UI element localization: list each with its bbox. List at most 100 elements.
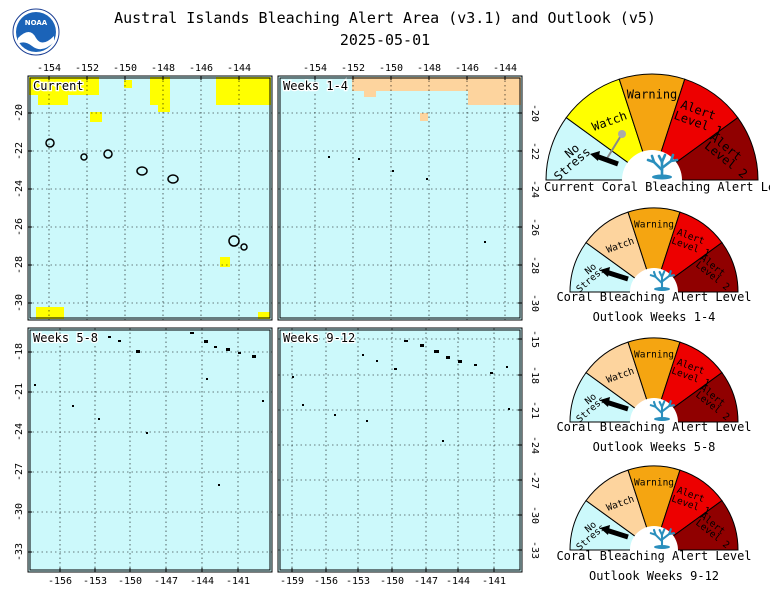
coral-branch xyxy=(660,528,666,536)
map-weeks-1-4-watch-areas xyxy=(352,77,521,121)
coral-base xyxy=(654,287,670,291)
map-x-tick-label: -150 xyxy=(379,63,403,74)
map-y-tick-label: -28 xyxy=(529,256,540,274)
map-y-tick-label: -33 xyxy=(529,541,540,559)
gauge-weeks-1-4-caption-1: Coral Bleaching Alert Level xyxy=(556,290,752,304)
gauge-sector-alert-level-2 xyxy=(652,499,739,551)
gauge-needle xyxy=(605,399,629,412)
page-date: 2025-05-01 xyxy=(339,31,431,49)
map-weeks-5-8-overlay: -156 -153 -150 -147 -144 -141 -18 -21 -24 -27 -30 -… xyxy=(14,328,272,587)
gauge-needle xyxy=(605,527,629,540)
map-current-islands xyxy=(45,138,248,251)
gauge-label-warning: Warning xyxy=(634,219,674,230)
coral-icon xyxy=(646,153,679,180)
watch-area xyxy=(216,77,271,105)
gauge-sector-alert-level-2 xyxy=(652,371,739,423)
map-x-tick-label: -148 xyxy=(417,63,441,74)
map-y-tick-label: -15 xyxy=(529,330,540,348)
gauge-sector-alert-level-2 xyxy=(652,241,739,293)
island-dot xyxy=(328,156,330,158)
map-x-tick-label: -150 xyxy=(380,576,404,587)
coral-branch xyxy=(660,400,666,408)
island-dot xyxy=(442,440,444,442)
island-dot xyxy=(334,414,336,416)
map-current-overlay: -154 -152 -150 -148 -146 -144 -20 -22 -24 -26 -28 -… xyxy=(14,63,272,320)
coral-icon xyxy=(649,270,676,291)
gauge-label-warning: Warning xyxy=(627,88,678,102)
map-panel-weeks-1-4 xyxy=(277,75,523,321)
island-dot xyxy=(302,404,304,406)
island-dot xyxy=(434,350,439,353)
island-dot xyxy=(404,340,408,342)
watch-area xyxy=(258,312,270,319)
coral-icon xyxy=(649,400,676,421)
noaa-logo: NOAA xyxy=(12,8,60,56)
coral-base xyxy=(654,417,670,421)
map-x-tick-label: -150 xyxy=(118,576,142,587)
map-x-tick-label: -150 xyxy=(113,63,137,74)
noaa-logo-text: NOAA xyxy=(25,19,48,27)
gauge-sector-alert-level-2 xyxy=(650,116,759,181)
island-dot xyxy=(136,350,140,353)
island-dot xyxy=(366,420,368,422)
coral-branch xyxy=(669,158,679,163)
island-dot xyxy=(108,336,111,338)
map-x-tick-label: -159 xyxy=(280,576,304,587)
map-inner-frame xyxy=(279,77,521,319)
map-y-tick-label: -30 xyxy=(14,503,25,521)
gauge-label-warning: Warning xyxy=(634,477,674,488)
coral-branch xyxy=(660,270,666,278)
island-dot xyxy=(458,360,462,363)
map-y-tick-label: -33 xyxy=(14,543,25,561)
gauge-weeks-5-8-caption-2: Outlook Weeks 5-8 xyxy=(592,440,716,454)
coral-branch xyxy=(660,153,667,164)
map-x-tick-label: -156 xyxy=(314,576,338,587)
coral-base xyxy=(652,174,672,180)
map-x-tick-label: -141 xyxy=(482,576,506,587)
coral-branch xyxy=(649,404,657,408)
map-x-tick-label: -154 xyxy=(303,63,327,74)
map-y-tick-label: -22 xyxy=(14,142,25,160)
coral-branch xyxy=(668,532,676,536)
map-inner-frame xyxy=(29,77,271,319)
map-y-tick-label: -24 xyxy=(529,436,540,454)
island-dot xyxy=(394,368,397,370)
map-panel-weeks-9-12 xyxy=(277,327,523,573)
map-y-tick-label: -21 xyxy=(529,401,540,419)
map-x-tick-label: -152 xyxy=(341,63,365,74)
map-y-tick-label: -20 xyxy=(14,104,25,122)
map-x-tick-label: -152 xyxy=(75,63,99,74)
island-contour xyxy=(167,174,179,184)
gauge-weeks-1-4-caption-2: Outlook Weeks 1-4 xyxy=(592,310,716,324)
map-x-tick-label: -153 xyxy=(83,576,107,587)
map-y-tick-label: -28 xyxy=(14,256,25,274)
coral-base xyxy=(654,545,670,549)
island-dot xyxy=(118,340,121,342)
watch-area xyxy=(220,257,230,267)
island-dot xyxy=(34,384,36,386)
map-weeks-1-4-background xyxy=(277,75,523,321)
coral-branch xyxy=(668,404,676,408)
gauge-needle-head xyxy=(600,397,610,407)
gauge-previous-needle xyxy=(605,133,623,161)
island-dot xyxy=(474,364,477,366)
island-dot xyxy=(98,418,100,420)
gauge-needle-head xyxy=(600,525,610,535)
map-y-tick-label: -26 xyxy=(529,218,540,236)
watch-area xyxy=(158,100,170,112)
island-dot xyxy=(206,378,208,380)
coral-branch xyxy=(649,532,657,536)
map-weeks-5-8-background xyxy=(27,327,273,573)
map-x-tick-label: -153 xyxy=(346,576,370,587)
watch-area xyxy=(29,77,99,95)
gauge-needle xyxy=(605,269,629,282)
gauge-needle-head xyxy=(600,267,610,277)
island-dot xyxy=(446,356,450,359)
map-panel-label: Weeks 9-12 xyxy=(283,331,355,345)
island-dot xyxy=(190,332,194,334)
coral-icon xyxy=(649,528,676,549)
map-y-tick-label: -24 xyxy=(529,180,540,198)
